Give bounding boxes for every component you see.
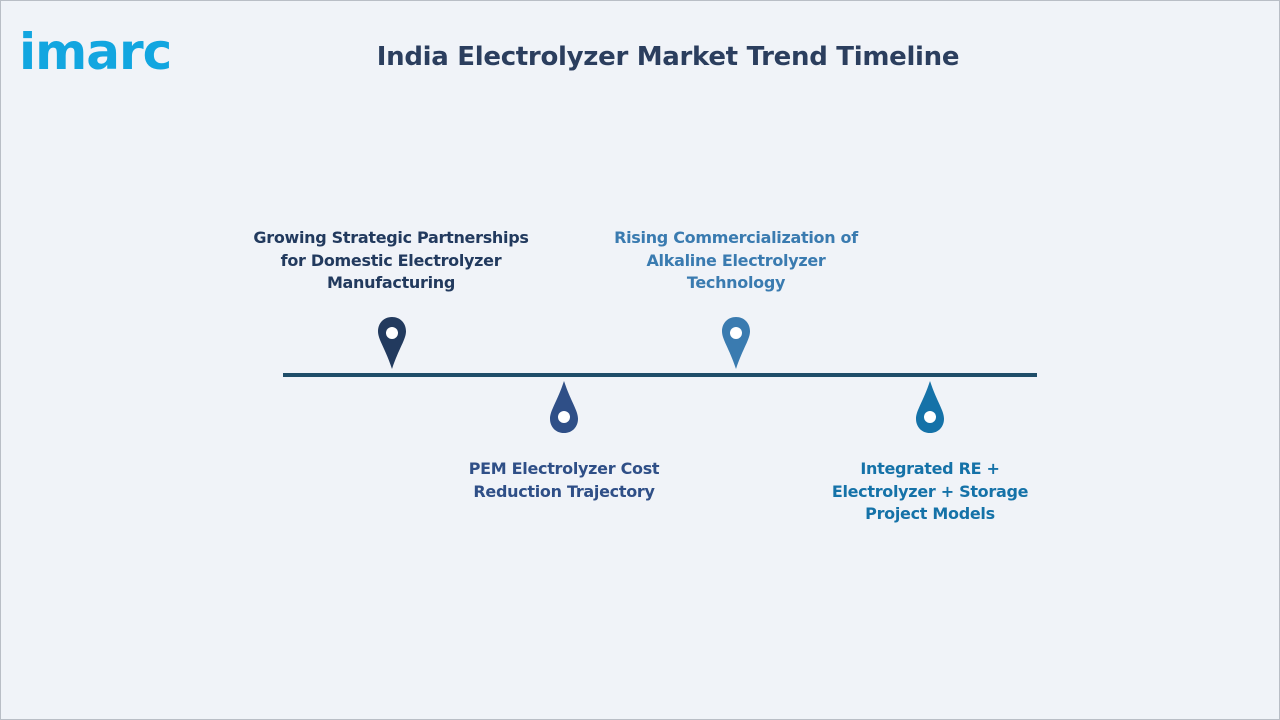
milestone-label-2: PEM Electrolyzer Cost Reduction Trajecto… xyxy=(444,458,684,503)
milestone-label-line: Project Models xyxy=(865,504,995,523)
drop-pin-icon xyxy=(916,381,944,433)
imarc-logo: imarc xyxy=(19,13,209,85)
milestone-label-line: Rising Commercialization of xyxy=(614,228,858,247)
map-pin-icon xyxy=(722,317,750,369)
milestone-label-line: Integrated RE + xyxy=(860,459,1000,478)
timeline-line xyxy=(283,373,1037,377)
map-pin-icon xyxy=(378,317,406,369)
milestone-label-line: Reduction Trajectory xyxy=(473,481,655,501)
milestone-label-line: Growing Strategic Partnerships xyxy=(253,228,529,247)
logo-text: imarc xyxy=(19,23,172,81)
milestone-label-line: Electrolyzer + Storage xyxy=(831,481,1029,501)
milestone-label-1: Growing Strategic Partnerships for Domes… xyxy=(251,227,531,295)
milestone-label-line: for Domestic Electrolyzer xyxy=(280,250,502,270)
milestone-label-line: Alkaline Electrolyzer xyxy=(646,250,826,270)
milestone-label-4: Integrated RE + Electrolyzer + Storage P… xyxy=(810,458,1050,526)
page-title: India Electrolyzer Market Trend Timeline xyxy=(376,42,960,72)
milestone-label-line: PEM Electrolyzer Cost xyxy=(468,459,660,478)
milestone-label-line: Technology xyxy=(686,273,786,292)
drop-pin-icon xyxy=(550,381,578,433)
milestone-label-line: Manufacturing xyxy=(326,273,456,292)
milestone-label-3: Rising Commercialization of Alkaline Ele… xyxy=(596,227,876,295)
